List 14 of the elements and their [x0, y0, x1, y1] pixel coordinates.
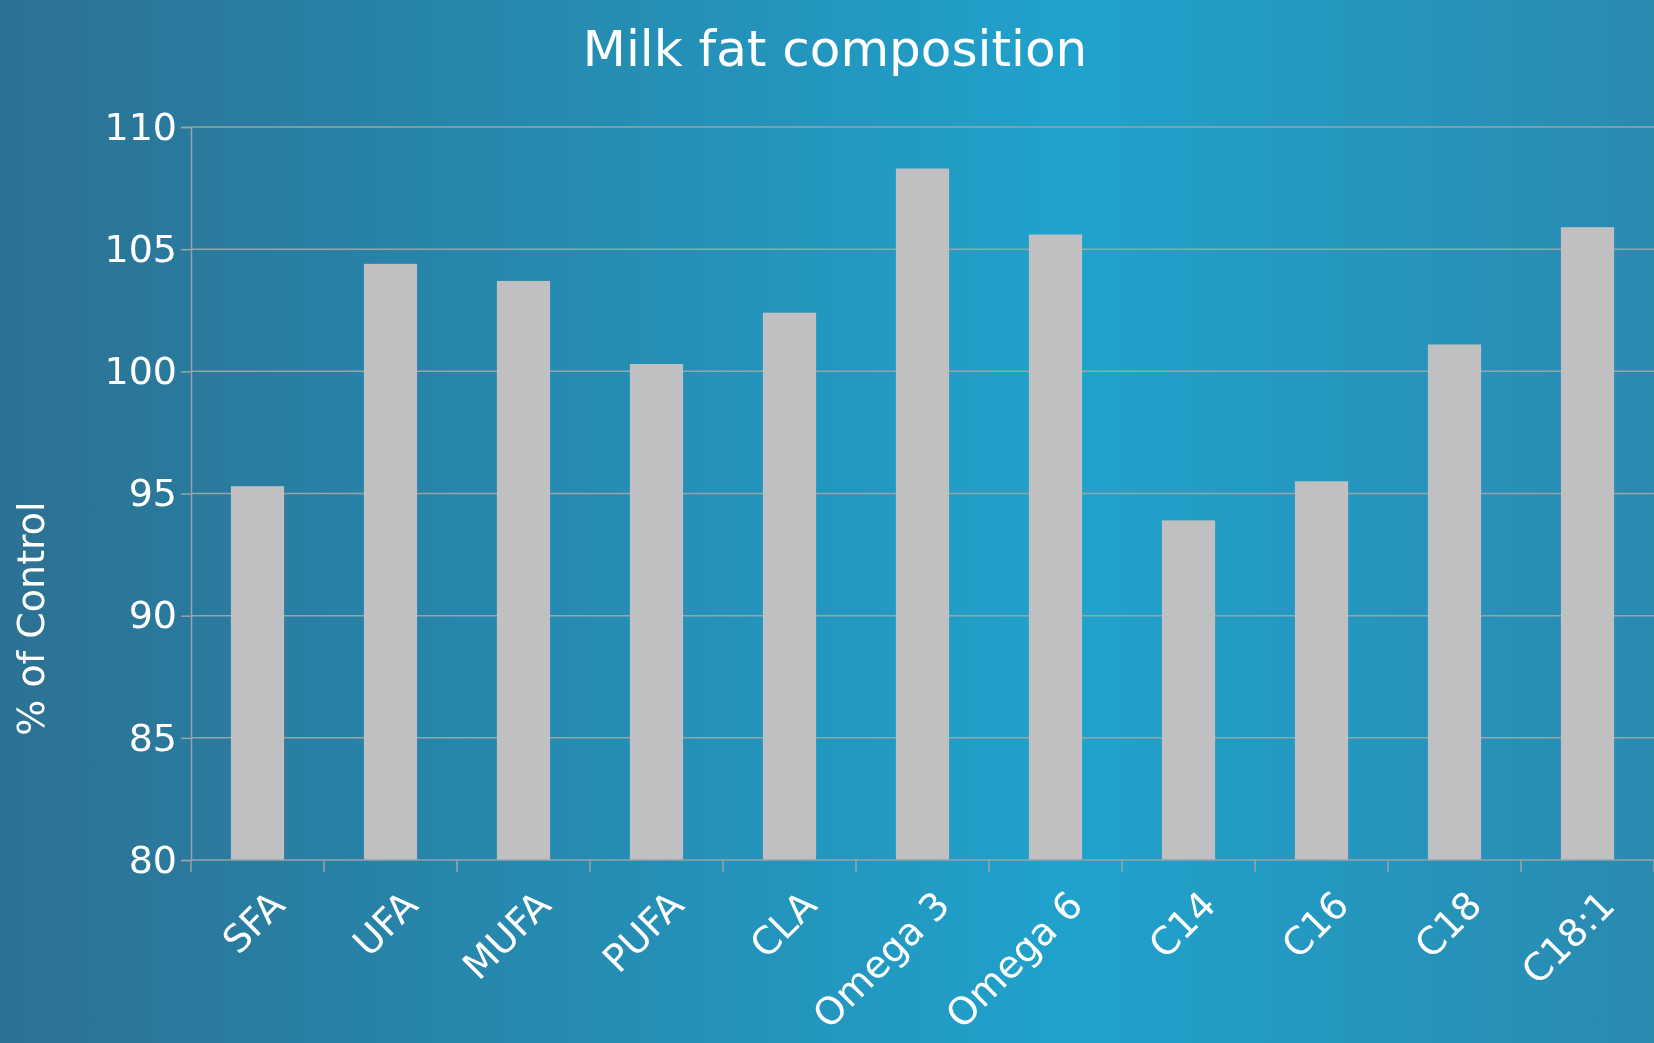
- y-tick-label: 110: [104, 104, 177, 149]
- y-tick-label: 90: [128, 593, 177, 638]
- x-tick-label: SFA: [213, 882, 294, 963]
- y-tick-label: 85: [128, 715, 177, 760]
- x-tick-label: C16: [1273, 882, 1358, 967]
- y-tick-label: 100: [104, 348, 177, 393]
- y-tick-label: 80: [128, 837, 177, 882]
- y-tick-label: 95: [128, 471, 177, 516]
- y-tick-label: 105: [104, 226, 177, 271]
- x-tick-label: C18: [1406, 882, 1491, 967]
- y-axis-title: % of Control: [9, 501, 53, 736]
- x-tick-label: C14: [1140, 882, 1225, 967]
- chart-title: Milk fat composition: [582, 20, 1088, 78]
- x-tick-label: UFA: [344, 882, 427, 965]
